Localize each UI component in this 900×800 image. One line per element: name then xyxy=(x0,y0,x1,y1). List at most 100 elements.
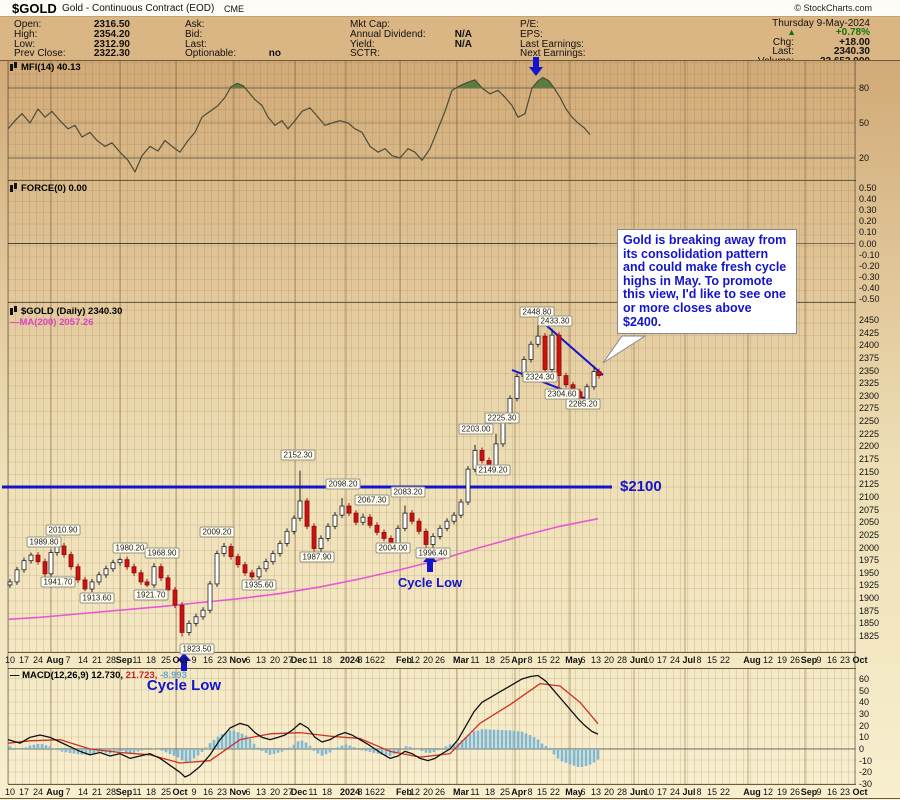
x-axis-tick: 8 xyxy=(527,787,533,797)
macd-histogram-bar xyxy=(276,749,280,753)
macd-axis-tick: 40 xyxy=(859,697,870,708)
x-axis-tick: 20 xyxy=(422,655,434,665)
candle-body xyxy=(430,535,436,545)
candle-body xyxy=(556,334,562,377)
x-axis-tick: 25 xyxy=(160,787,172,797)
x-axis-tick: 10 xyxy=(643,787,655,797)
macd-histogram-bar xyxy=(436,749,440,751)
quote-row: Optionable: no xyxy=(185,48,281,60)
x-axis-tick: 16 xyxy=(202,787,214,797)
macd-histogram-bar xyxy=(288,747,292,749)
price-label: 1989.80 xyxy=(26,536,62,548)
x-axis-tick: 7 xyxy=(65,655,71,665)
candle-body xyxy=(235,556,241,566)
x-axis-tick: 21 xyxy=(91,787,103,797)
mfi-axis-tick: 50 xyxy=(859,118,870,128)
price-axis-tick: 2125 xyxy=(859,479,880,490)
x-axis-tick: 16 xyxy=(364,787,376,797)
chg-label: Chg: xyxy=(772,36,794,48)
x-axis-tick: 13 xyxy=(590,787,602,797)
x-axis-tick: 16 xyxy=(826,787,838,797)
macd-histogram-bar xyxy=(292,744,296,749)
price-axis-tick: 2275 xyxy=(859,403,880,414)
x-axis-tick: 9 xyxy=(816,655,822,665)
price-axis-tick: 2325 xyxy=(859,378,880,389)
price-label: 1935.60 xyxy=(241,579,277,591)
candle-body xyxy=(437,527,443,537)
macd-axis-tick: -10 xyxy=(859,755,873,766)
x-axis-tick: 15 xyxy=(536,655,548,665)
x-axis-tick: 10 xyxy=(4,655,16,665)
x-axis-tick: 11 xyxy=(470,655,480,665)
last-label: Last: xyxy=(772,46,794,58)
macd-histogram-bar xyxy=(308,745,312,749)
x-axis-tick: 8 xyxy=(527,655,533,665)
candle-body xyxy=(458,501,464,516)
x-axis-tick: 22 xyxy=(549,655,561,665)
candle-body xyxy=(35,554,41,563)
price-label: 1980.20 xyxy=(112,542,148,554)
stockcharts-copyright-link[interactable]: © StockCharts.com xyxy=(794,3,872,13)
macd-histogram-bar xyxy=(24,747,28,749)
macd-histogram-bar xyxy=(452,743,456,749)
x-axis-tick: 10 xyxy=(643,655,655,665)
candle-body xyxy=(242,564,248,574)
x-axis-tick: Sep xyxy=(115,787,133,797)
x-axis-tick: Oct xyxy=(852,655,868,665)
price-axis-tick: 2075 xyxy=(859,504,880,515)
x-axis-tick: 19 xyxy=(776,787,788,797)
ma200-legend-label: —MA(200) 2057.26 xyxy=(10,317,94,328)
macd-histogram-bar xyxy=(76,749,80,755)
price-axis-tick: 2000 xyxy=(859,542,880,553)
x-axis-tick: Dec xyxy=(290,655,308,665)
candle-body xyxy=(479,450,485,461)
x-axis-tick: 16 xyxy=(202,655,214,665)
x-axis-tick: 28 xyxy=(105,655,117,665)
candle-body xyxy=(179,604,185,633)
macd-histogram-bar xyxy=(476,730,480,749)
macd-histogram-bar xyxy=(432,749,436,753)
x-axis-tick: 2024 xyxy=(339,787,361,797)
x-axis-tick: Mar xyxy=(452,787,470,797)
x-axis-tick: 25 xyxy=(499,655,511,665)
candle-body xyxy=(318,538,324,549)
x-axis-tick: 24 xyxy=(669,655,681,665)
x-axis-tick: 22 xyxy=(374,787,386,797)
price-label: 2324.30 xyxy=(522,371,558,383)
candle-body xyxy=(7,581,13,586)
x-axis-tick: Aug xyxy=(743,787,761,797)
candle-body xyxy=(367,516,373,526)
macd-histogram-bar xyxy=(32,744,36,749)
x-axis-tick: 14 xyxy=(77,787,89,797)
macd-histogram-bar xyxy=(68,749,72,753)
price-axis-tick: 1925 xyxy=(859,580,880,591)
x-axis-tick: 21 xyxy=(91,655,103,665)
x-axis-tick: Oct xyxy=(852,787,868,797)
macd-histogram-bar xyxy=(544,745,548,749)
chg-value: +18.00 xyxy=(839,36,870,48)
mfi-peak-arrow xyxy=(533,57,539,67)
candle-body xyxy=(465,468,471,503)
candle-body xyxy=(165,577,171,591)
x-axis-tick: 17 xyxy=(18,655,30,665)
macd-histogram-bar xyxy=(528,734,532,749)
x-axis-tick: 17 xyxy=(18,787,30,797)
x-axis-tick: 18 xyxy=(484,655,496,665)
macd-histogram-bar xyxy=(572,749,576,766)
x-axis-tick: Sep xyxy=(800,787,818,797)
x-axis-tick: 6 xyxy=(245,655,251,665)
x-axis-tick: 20 xyxy=(603,787,615,797)
x-axis-tick: 18 xyxy=(145,787,157,797)
candle-body xyxy=(42,561,48,575)
macd-histogram-bar xyxy=(512,730,516,749)
macd-histogram-bar xyxy=(180,749,184,761)
x-axis-tick: Jun xyxy=(629,655,647,665)
candle-body xyxy=(472,450,478,470)
macd-histogram-bar xyxy=(132,749,136,753)
ma200-dash-icon: — xyxy=(10,317,20,328)
x-axis-tick: Aug xyxy=(743,655,761,665)
quote-row: Prev Close: 2322.30 xyxy=(14,48,130,60)
macd-histogram-bar xyxy=(412,747,416,749)
force-axis-tick: -0.40 xyxy=(859,282,880,293)
x-axis-tick: 17 xyxy=(656,655,668,665)
